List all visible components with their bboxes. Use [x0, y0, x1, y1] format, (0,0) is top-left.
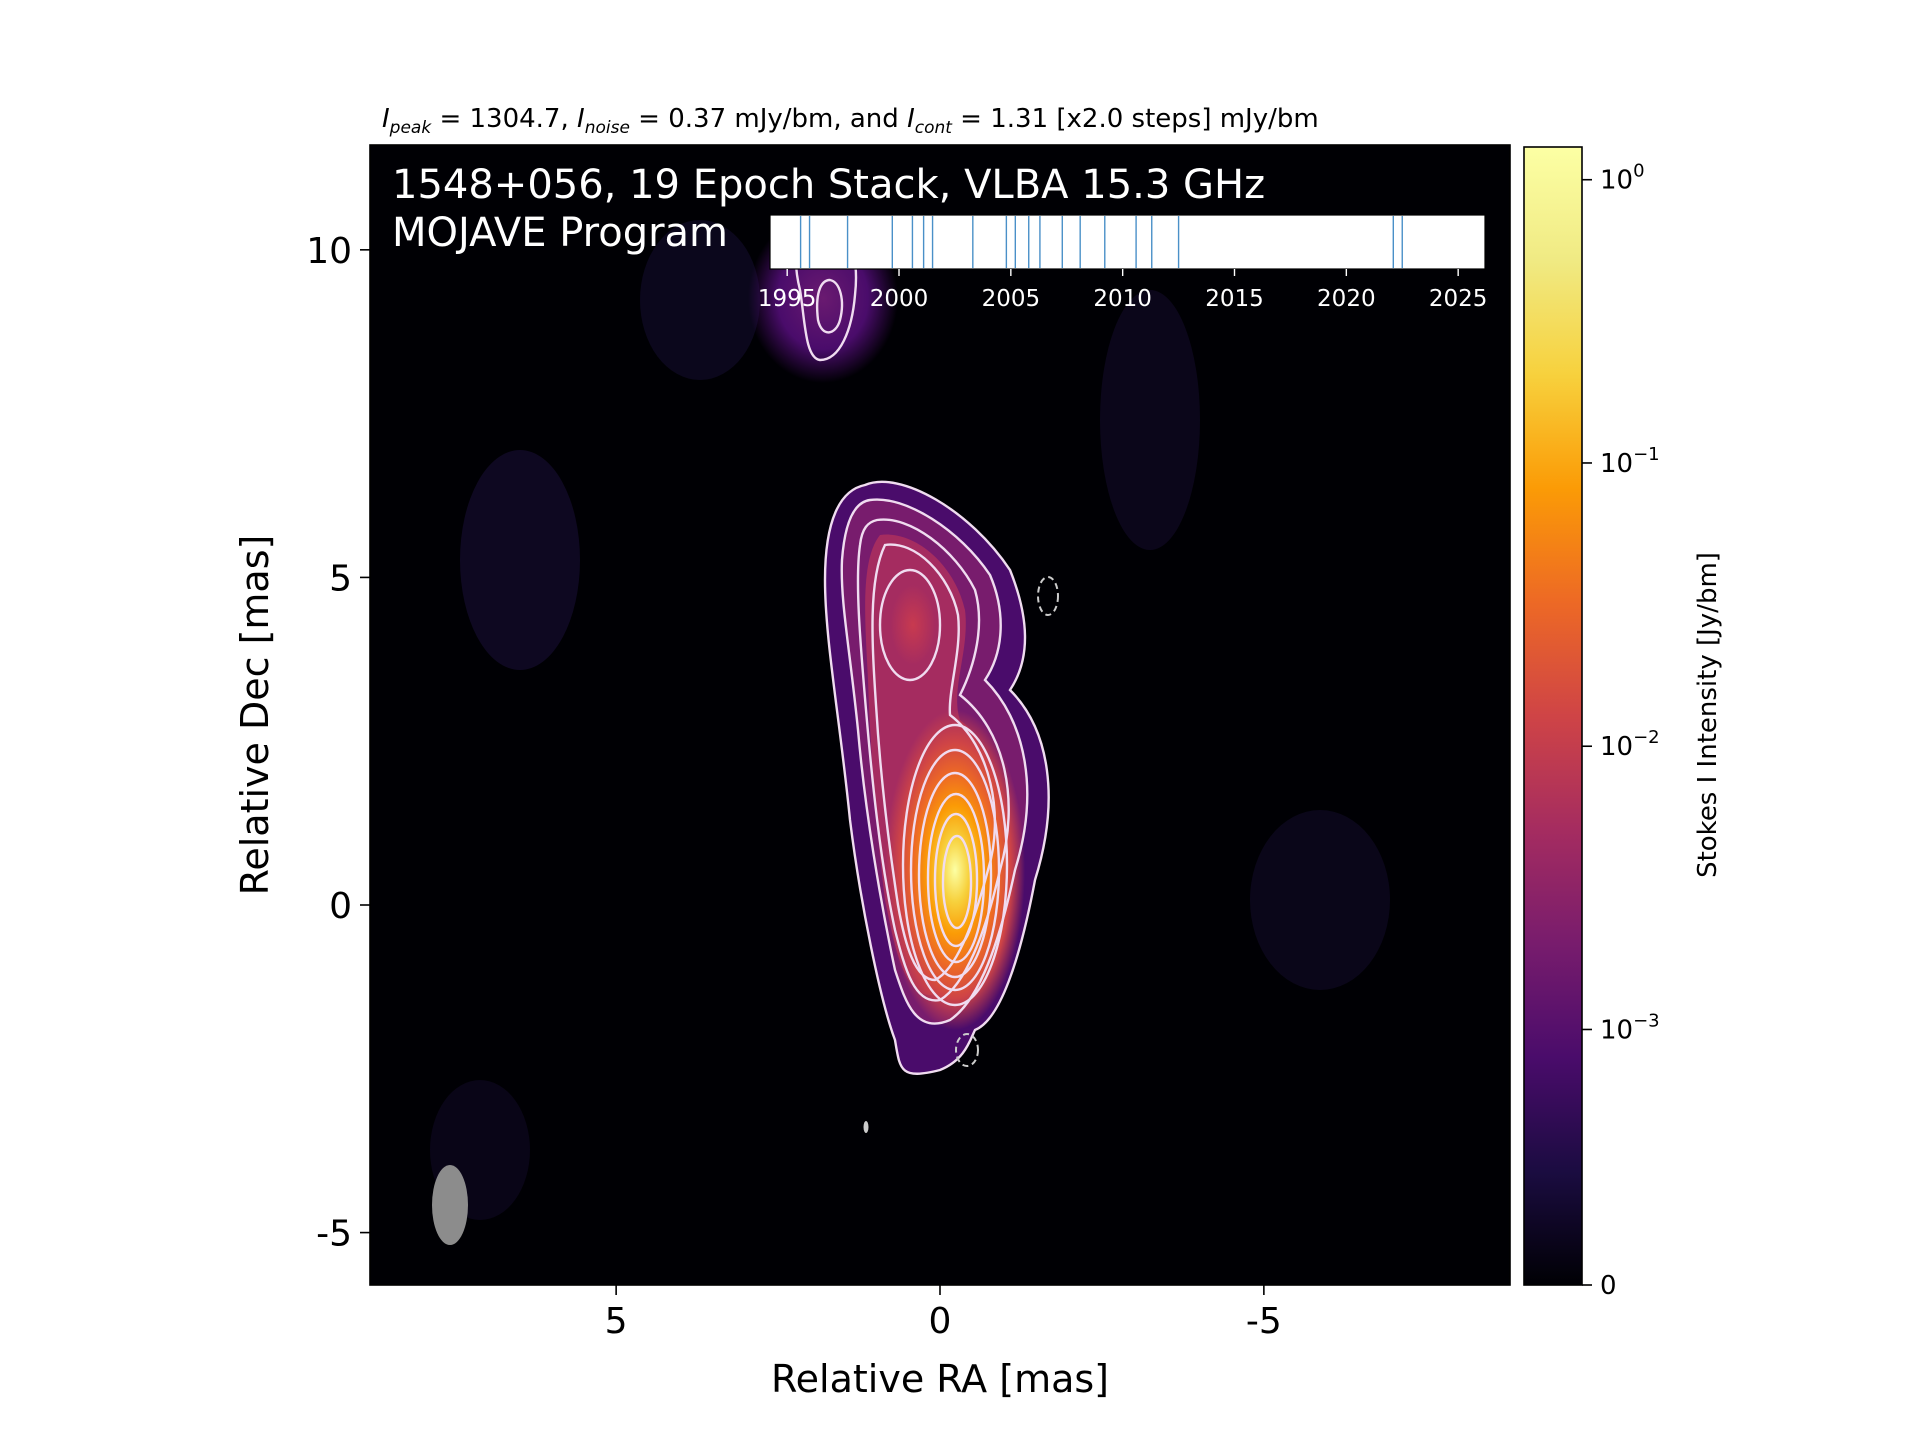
x-axis-label: Relative RA [mas]	[771, 1357, 1109, 1401]
colorbar-tick-label: 0	[1600, 1271, 1617, 1301]
epoch-tick-label: 2020	[1317, 286, 1376, 312]
colorbar-label: Stokes I Intensity [Jy/bm]	[1693, 552, 1723, 878]
colorbar-tick-label: 100	[1600, 161, 1645, 196]
y-tick-label: 10	[306, 231, 352, 272]
colorbar-gradient	[1523, 146, 1583, 1286]
epoch-tick-label: 1995	[758, 286, 817, 312]
beam-ellipse	[432, 1165, 468, 1245]
x-tick-label: -5	[1246, 1301, 1282, 1342]
colorbar-tick-label: 10−1	[1600, 444, 1660, 479]
negative-contours	[955, 576, 1059, 1067]
overlay-line1: 1548+056, 19 Epoch Stack, VLBA 15.3 GHz	[392, 162, 1265, 208]
y-axis-label: Relative Dec [mas]	[233, 535, 277, 896]
colorbar-tick-label: 10−2	[1600, 727, 1660, 762]
plot-title: Ipeak = 1304.7, Inoise = 0.37 mJy/bm, an…	[382, 104, 1319, 138]
epoch-timeline: 1995 2000 2005 2010 2015 2020 2025	[758, 214, 1488, 312]
epoch-tick-label: 2005	[982, 286, 1041, 312]
epoch-tick-label: 2000	[870, 286, 929, 312]
y-tick-label: 5	[329, 558, 352, 599]
overlay-line2: MOJAVE Program	[392, 210, 728, 256]
intensity-map: 1548+056, 19 Epoch Stack, VLBA 15.3 GHz …	[233, 144, 1511, 1401]
y-tick-label: -5	[316, 1214, 352, 1255]
x-tick-label: 5	[605, 1301, 628, 1342]
epoch-tick-label: 2010	[1093, 286, 1152, 312]
epoch-tick-label: 2025	[1429, 286, 1488, 312]
epoch-timeline-box	[769, 214, 1486, 270]
colorbar-tick-label: 10−3	[1600, 1010, 1660, 1045]
contours	[794, 220, 1050, 1075]
core-emission	[885, 710, 1025, 1030]
epoch-tick-label: 2015	[1205, 286, 1264, 312]
colorbar: 100 10−1 10−2 10−3 0 Stokes I Intensity [Jy/…	[1523, 146, 1723, 1301]
y-tick-label: 0	[329, 886, 352, 927]
jet-knot-emission	[868, 545, 958, 705]
x-tick-label: 0	[929, 1301, 952, 1342]
